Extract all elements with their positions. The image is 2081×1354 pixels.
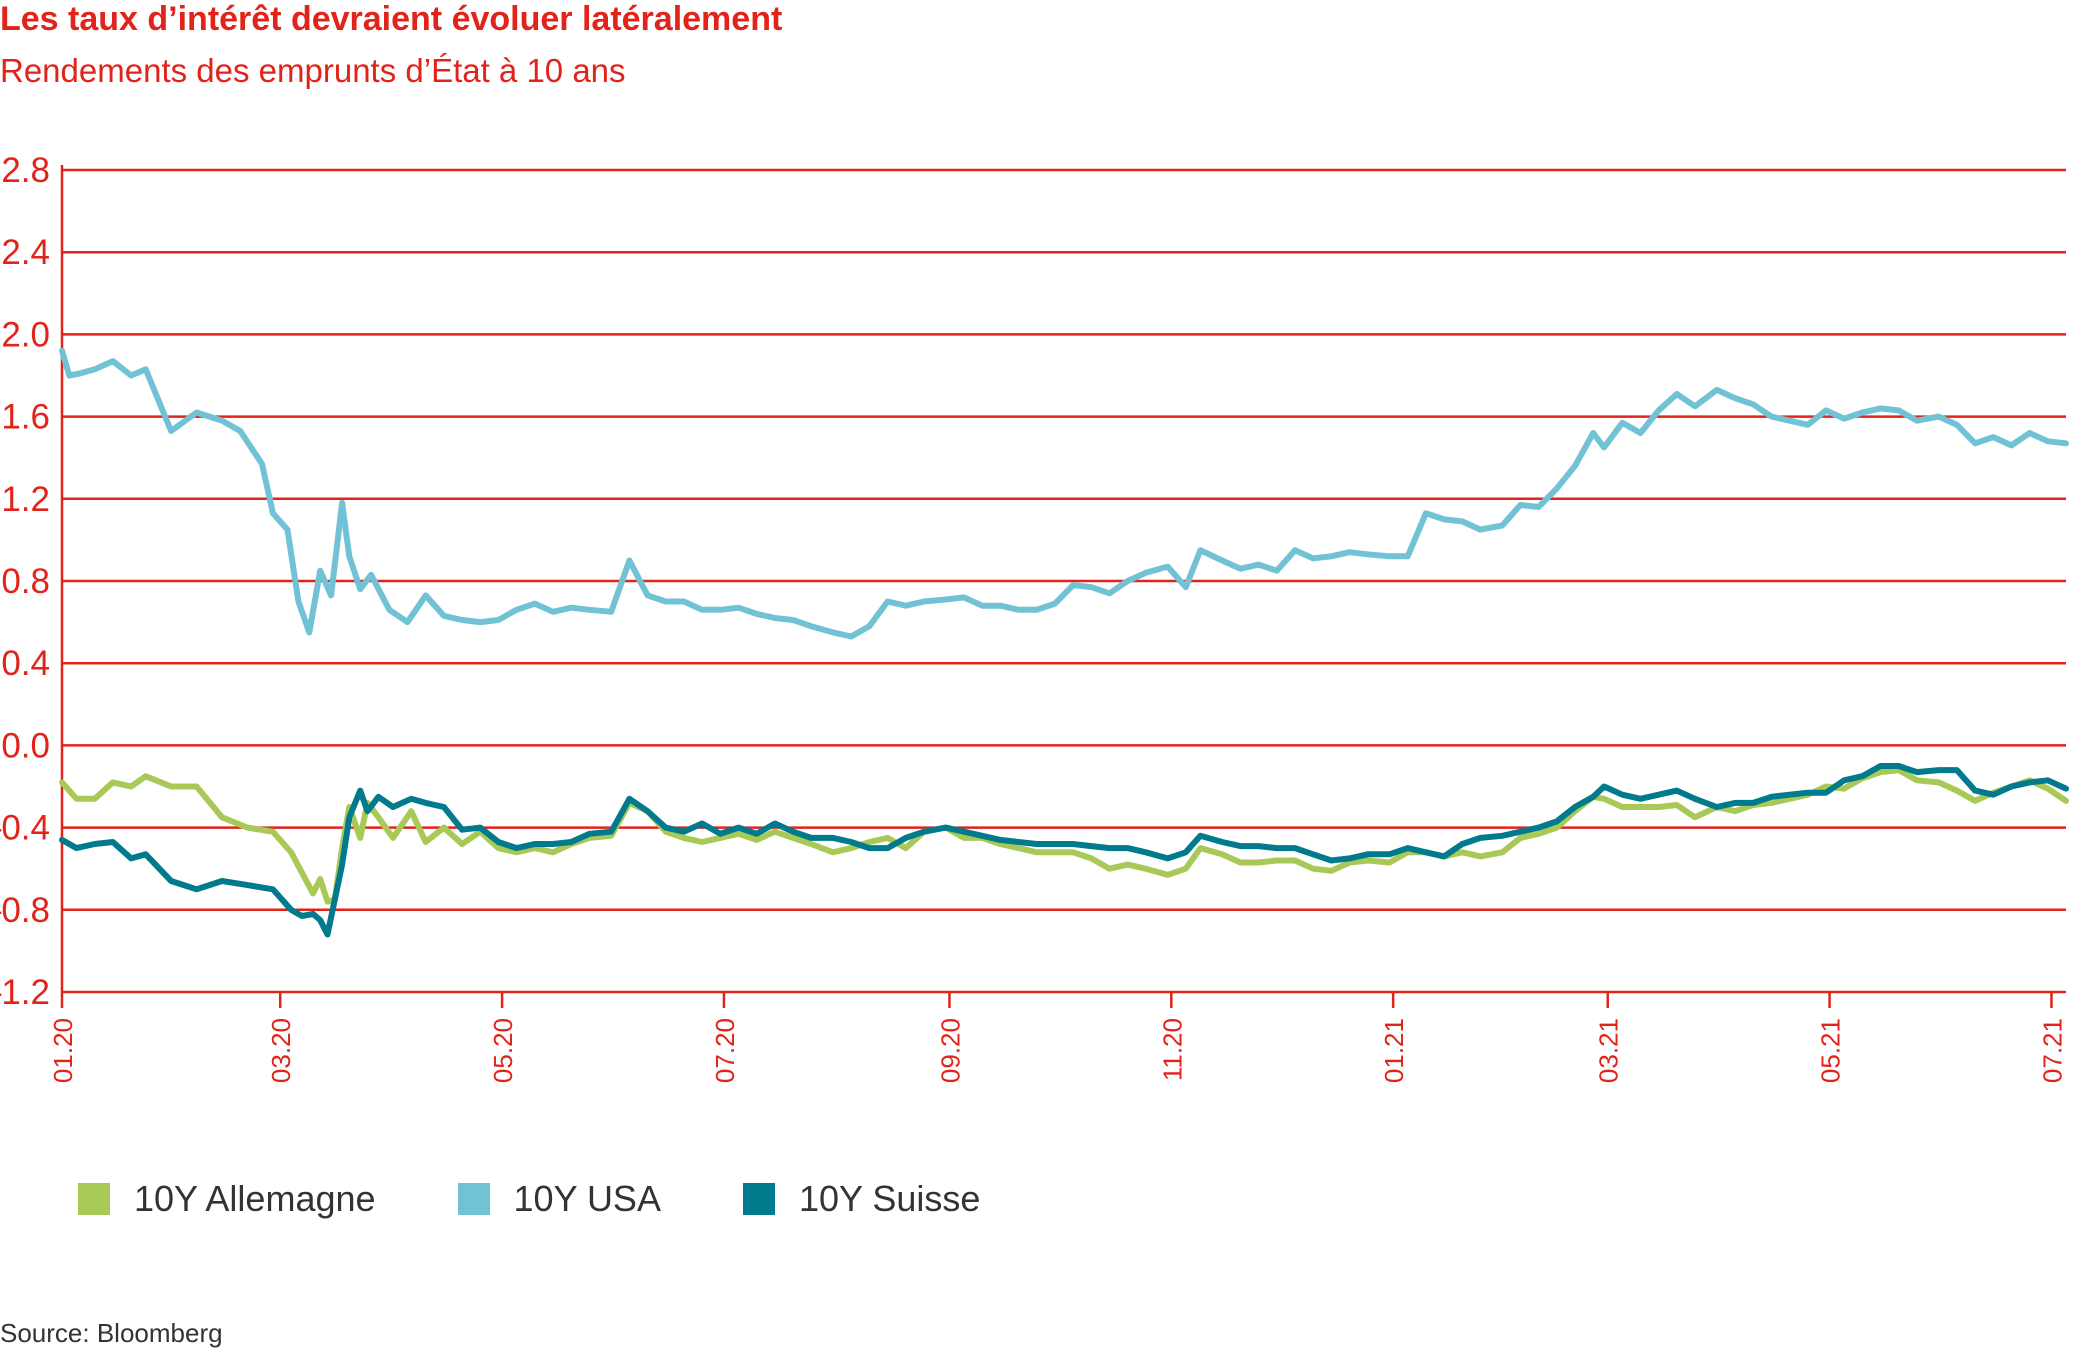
legend-label-allemagne: 10Y Allemagne [134, 1178, 376, 1219]
y-tick-label-6: 0.4 [1, 644, 50, 683]
x-tick-label-0: 01.20 [48, 1018, 78, 1083]
legend-label-suisse: 10Y Suisse [798, 1178, 981, 1219]
y-tick-label-1: 2.4 [1, 233, 50, 272]
x-tick-label-2: 05.20 [488, 1018, 518, 1083]
legend-swatch-allemagne [78, 1183, 110, 1215]
x-tick-label-6: 01.21 [1379, 1018, 1409, 1083]
y-tick-label-5: 0.8 [1, 562, 50, 601]
y-tick-label-4: 1.2 [1, 480, 50, 519]
legend-item-suisse: 10Y Suisse [742, 1178, 981, 1220]
x-tick-label-4: 09.20 [935, 1018, 965, 1083]
y-tick-label-10: –1.2 [0, 973, 50, 1012]
y-tick-label-2: 2.0 [1, 315, 50, 354]
y-tick-label-0: 2.8 [1, 151, 50, 190]
legend-swatch-suisse [742, 1183, 775, 1215]
x-tick-label-7: 03.21 [1594, 1018, 1624, 1083]
legend-item-usa: 10Y USA [457, 1178, 661, 1220]
y-tick-label-7: 0.0 [1, 726, 50, 765]
chart-subtitle: Rendements des emprunts d’État à 10 ans [0, 52, 626, 89]
x-tick-label-5: 11.20 [1157, 1018, 1187, 1081]
y-tick-label-3: 1.6 [1, 398, 50, 437]
y-tick-label-8: –0.4 [0, 809, 50, 848]
series-line-suisse [59, 763, 2069, 938]
x-tick-label-1: 03.20 [266, 1018, 296, 1083]
source-note: Source: Bloomberg [0, 1318, 223, 1348]
legend-label-usa: 10Y USA [513, 1178, 661, 1219]
legend: 10Y Allemagne 10Y USA 10Y Suisse [78, 1178, 1062, 1220]
x-tick-label-3: 07.20 [710, 1018, 740, 1083]
series-line-usa [59, 347, 2069, 640]
x-tick-label-9: 07.21 [2037, 1018, 2067, 1083]
legend-item-allemagne: 10Y Allemagne [78, 1178, 376, 1220]
y-tick-label-9: –0.8 [0, 891, 50, 930]
x-tick-label-8: 05.21 [1816, 1018, 1846, 1083]
chart-title: Les taux d’intérêt devraient évoluer lat… [0, 0, 783, 38]
legend-swatch-usa [457, 1183, 490, 1215]
